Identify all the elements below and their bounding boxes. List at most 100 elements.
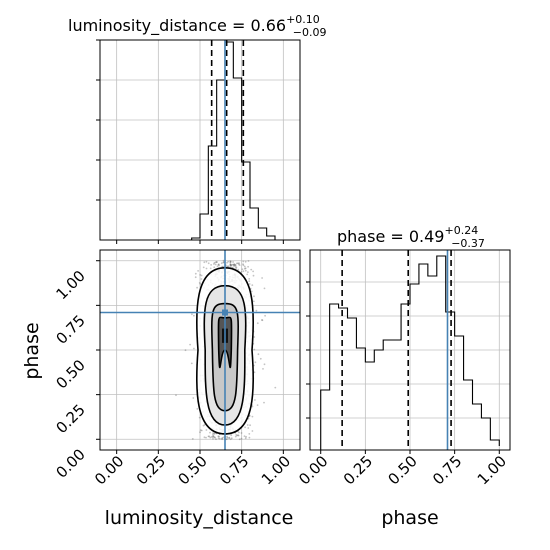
scatter-point [226, 261, 228, 264]
scatter-point [213, 433, 216, 435]
scatter-point [230, 434, 233, 437]
scatter-point [248, 280, 251, 282]
scatter-point [207, 262, 210, 265]
scatter-point [228, 437, 231, 440]
scatter-point [196, 286, 199, 289]
scatter-point [244, 260, 247, 263]
panel-frame [99, 39, 301, 241]
scatter-point [232, 261, 235, 263]
x-axis-label-phase: phase [381, 507, 438, 529]
scatter-point [212, 436, 214, 439]
scatter-point [234, 265, 237, 268]
scatter-point [254, 399, 256, 401]
y-tick-label-phase: 0.25 [52, 401, 88, 437]
title-prefix: phase = 0.49 [337, 227, 444, 246]
panel-frame [99, 249, 301, 451]
scatter-point [214, 436, 216, 439]
scatter-point [257, 353, 260, 356]
scatter-point [225, 438, 228, 441]
scatter-point [213, 263, 215, 265]
scatter-point [200, 278, 203, 280]
scatter-point [238, 438, 241, 441]
scatter-point [218, 435, 221, 438]
scatter-point [215, 261, 218, 263]
scatter-point [213, 262, 216, 264]
scatter-point [247, 427, 250, 429]
scatter-point [217, 263, 220, 266]
x-tick-label-luminosity-distance: 0.50 [174, 452, 210, 488]
scatter-point [222, 261, 225, 263]
y-tick-label-phase: 1.00 [52, 267, 88, 303]
scatter-point [233, 265, 235, 267]
scatter-point [203, 261, 206, 264]
scatter-point [202, 266, 205, 269]
scatter-point [202, 424, 205, 427]
scatter-point [237, 262, 239, 265]
scatter-point [252, 300, 255, 303]
scatter-point [199, 431, 201, 434]
scatter-point [263, 287, 266, 290]
scatter-point [213, 266, 216, 269]
scatter-point [243, 265, 246, 268]
scatter-point [218, 264, 221, 267]
scatter-point [261, 319, 264, 322]
y-axis-label-phase: phase [21, 322, 43, 379]
scatter-point [190, 362, 193, 365]
scatter-point [217, 437, 220, 440]
scatter-point [218, 437, 221, 440]
scatter-point [227, 260, 230, 263]
scatter-point [229, 261, 232, 263]
scatter-point [242, 264, 245, 267]
scatter-point [250, 290, 253, 293]
scatter-point [191, 438, 194, 440]
scatter-point [207, 435, 210, 438]
scatter-point [243, 435, 246, 437]
scatter-point [232, 263, 235, 266]
scatter-point [251, 284, 254, 286]
scatter-point [233, 263, 236, 266]
scatter-point [256, 404, 259, 406]
scatter-point [249, 424, 252, 427]
scatter-point [212, 433, 214, 436]
truth-marker [222, 309, 228, 316]
scatter-point [244, 426, 247, 429]
scatter-point [246, 424, 249, 426]
x-tick-label-luminosity-distance: 0.25 [133, 452, 169, 488]
scatter-point [238, 262, 241, 265]
scatter-point [212, 438, 214, 440]
scatter-point [244, 437, 247, 440]
scatter-point [251, 430, 254, 432]
scatter-point [193, 314, 195, 317]
scatter-point [213, 432, 216, 435]
scatter-point [229, 264, 232, 266]
scatter-point [254, 361, 257, 364]
scatter-point [229, 260, 232, 263]
title-plus: +0.24 [444, 224, 478, 237]
scatter-point [198, 282, 201, 284]
scatter-point [205, 429, 208, 431]
scatter-point [193, 347, 195, 350]
scatter-point [229, 261, 232, 264]
scatter-point [253, 336, 256, 338]
scatter-point [194, 272, 197, 275]
scatter-point [229, 263, 232, 266]
scatter-point [244, 267, 247, 270]
scatter-point [259, 357, 262, 360]
y-tick-label-phase: 0.75 [52, 311, 88, 347]
y-tick-label-phase: 0.00 [52, 445, 88, 481]
scatter-point [175, 394, 177, 397]
scatter-point [247, 260, 250, 262]
density-panel [96, 249, 301, 454]
scatter-point [215, 438, 217, 441]
scatter-point [235, 266, 238, 269]
scatter-point [235, 434, 238, 436]
scatter-point [212, 435, 215, 437]
scatter-point [235, 267, 237, 270]
scatter-point [246, 273, 249, 276]
scatter-point [242, 263, 244, 266]
scatter-point [220, 262, 223, 265]
scatter-point [244, 269, 247, 272]
scatter-point [216, 265, 219, 268]
title-prefix: luminosity_distance = 0.66 [68, 16, 286, 36]
scatter-point [184, 349, 187, 352]
